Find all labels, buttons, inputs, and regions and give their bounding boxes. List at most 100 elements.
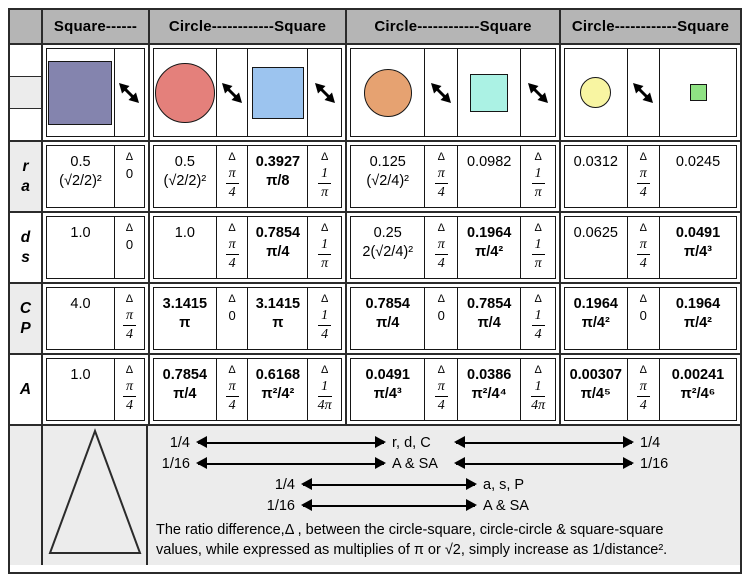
formula-text: π²/4⁴ [471, 385, 507, 402]
fraction-numerator: π [636, 379, 650, 397]
ratio-mid-label: a, s, P [483, 477, 525, 493]
value-text: 0.5 [70, 154, 91, 170]
value-cell: 0.0625 [565, 217, 627, 278]
fraction-denominator: π [534, 184, 542, 200]
value-cell: 0.1964 π/4² [659, 288, 736, 349]
square-shape [251, 66, 304, 119]
value-text: 0.1964 [573, 296, 618, 312]
value-text: 0.0245 [675, 154, 721, 170]
delta-symbol: Δ [228, 293, 236, 305]
delta-symbol: Δ [228, 222, 236, 234]
left-right-arrow-icon [301, 500, 477, 511]
diagonal-resize-arrow-icon [424, 49, 457, 136]
value-cell: 3.1415 π [247, 288, 307, 349]
value-text: 0.0491 [365, 367, 410, 383]
fraction-numerator: 1 [318, 237, 332, 255]
side-mini-cell [10, 76, 41, 108]
delta-symbol: Δ [228, 364, 236, 376]
delta-cell: Δ 1 4π [307, 359, 341, 420]
fraction-denominator: 4π [317, 397, 332, 413]
footer-note-line-2: values, while expressed as multiplies of… [156, 541, 668, 558]
value-text: 0.5 [174, 154, 195, 170]
diagonal-resize-arrow-icon [520, 49, 555, 136]
square-shape [48, 60, 113, 125]
value-text: 0.125 [369, 154, 406, 170]
header-label-square: Square------ [53, 18, 138, 35]
delta-symbol: Δ [639, 151, 647, 163]
footer-row: 1/4 r, d, C 1/4 1/16 A & SA 1/16 1/4 a, … [10, 424, 740, 565]
left-right-arrow-icon [454, 437, 634, 448]
diagonal-resize-arrow-icon [113, 49, 144, 136]
delta-symbol: Δ [639, 293, 647, 305]
delta-symbol: Δ [437, 222, 445, 234]
fraction-numerator: π [225, 379, 239, 397]
delta-symbol: Δ [125, 151, 134, 163]
value-cell: 0.0491 π/4³ [351, 359, 424, 420]
fraction-numerator: π [225, 166, 239, 184]
ratio-arrow-line-3: 1/4 a, s, P [261, 477, 736, 493]
formula-text: π/4 [266, 243, 290, 260]
shape-cell [565, 49, 627, 136]
formula-text: π/4² [683, 314, 713, 331]
value-cell: 0.6168 π²/4² [247, 359, 307, 420]
fraction-numerator: π [434, 166, 448, 184]
row-label-d-s: d s [10, 213, 43, 282]
fraction-denominator: π [321, 184, 329, 200]
ratio-arrow-line-1: 1/4 r, d, C 1/4 [156, 435, 736, 451]
fraction-numerator: π [122, 379, 136, 397]
side-mini-cell [10, 108, 41, 140]
value-text: 0.3927 [255, 154, 301, 170]
diagonal-resize-arrow-icon [215, 49, 248, 136]
formula-text: π/4 [173, 385, 197, 402]
value-text: 0.0386 [467, 367, 512, 383]
shape-cell [154, 49, 216, 136]
fraction-denominator: 4 [125, 326, 133, 342]
value-cell: 1.0 [47, 217, 114, 278]
delta-symbol: Δ [534, 293, 542, 305]
fraction-numerator: 1 [531, 379, 546, 397]
value-block: 0.7854 π/4 Δ 0 0.7854 π/4 Δ 1 4 [350, 287, 556, 350]
value-text: 1.0 [70, 367, 91, 383]
formula-text: π/4³ [373, 385, 402, 402]
header-group-square: Square------ [43, 10, 148, 43]
row-label-A: A [10, 355, 43, 424]
fraction-numerator: π [434, 237, 448, 255]
fraction-numerator: 1 [318, 308, 332, 326]
left-right-arrow-icon [454, 458, 634, 469]
fraction-denominator: 4 [437, 397, 445, 413]
footer-side-cell [10, 426, 43, 565]
ratio-right-label: 1/4 [640, 435, 661, 451]
row-label-line: r [22, 158, 29, 176]
value-block: 0.5 (√2/2)² Δ 0 [46, 145, 145, 208]
value-text: 0.6168 [255, 367, 301, 383]
delta-symbol: Δ [320, 364, 329, 376]
value-block: 1.0 Δ 0 [46, 216, 145, 279]
formula-text: π/4² [475, 243, 504, 260]
formula-text: π/4 [376, 314, 400, 331]
delta-symbol: Δ [437, 293, 445, 305]
row-label-C-P: C P [10, 284, 43, 353]
delta-symbol: Δ [125, 364, 134, 376]
